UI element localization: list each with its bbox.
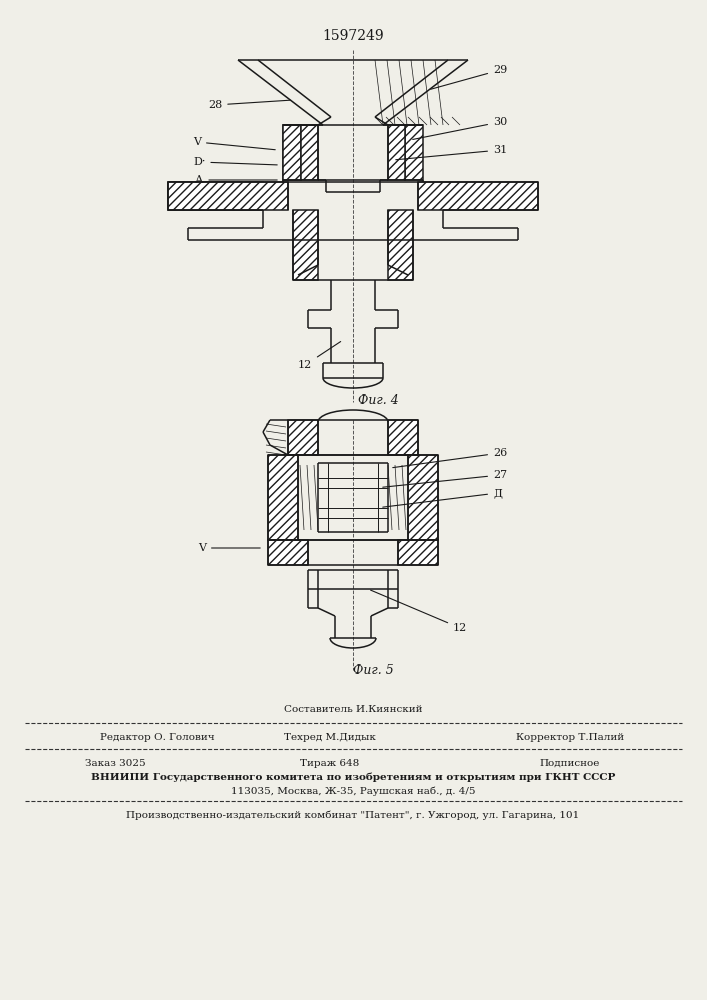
Bar bbox=[388, 420, 418, 455]
Text: Составитель И.Киянский: Составитель И.Киянский bbox=[284, 706, 422, 714]
Bar bbox=[405, 125, 423, 180]
Text: 12: 12 bbox=[298, 342, 341, 370]
Text: V: V bbox=[193, 137, 275, 150]
Bar bbox=[293, 210, 318, 280]
Text: 113035, Москва, Ж-35, Раушская наб., д. 4/5: 113035, Москва, Ж-35, Раушская наб., д. … bbox=[230, 786, 475, 796]
Bar bbox=[388, 210, 413, 280]
Text: Д: Д bbox=[382, 488, 502, 507]
Bar bbox=[268, 455, 298, 540]
Text: V: V bbox=[198, 543, 260, 553]
Text: Тираж 648: Тираж 648 bbox=[300, 758, 360, 768]
Text: 28: 28 bbox=[208, 100, 291, 110]
Text: Фиг. 5: Фиг. 5 bbox=[353, 664, 393, 676]
Bar bbox=[168, 182, 288, 210]
Text: 30: 30 bbox=[413, 117, 507, 139]
Bar bbox=[398, 540, 438, 565]
Bar bbox=[408, 455, 438, 540]
Text: Редактор О. Голович: Редактор О. Голович bbox=[100, 732, 215, 742]
Bar bbox=[268, 540, 308, 565]
Text: 27: 27 bbox=[382, 470, 507, 487]
Text: ВНИИПИ Государственного комитета по изобретениям и открытиям при ГКНТ СССР: ВНИИПИ Государственного комитета по изоб… bbox=[90, 772, 615, 782]
Text: 12: 12 bbox=[370, 590, 467, 633]
Bar bbox=[388, 125, 405, 180]
Bar bbox=[301, 125, 318, 180]
Text: Производственно-издательский комбинат "Патент", г. Ужгород, ул. Гагарина, 101: Производственно-издательский комбинат "П… bbox=[127, 810, 580, 820]
Bar bbox=[168, 182, 263, 210]
Text: 26: 26 bbox=[393, 448, 507, 468]
Text: Заказ 3025: Заказ 3025 bbox=[85, 758, 146, 768]
Text: D·: D· bbox=[193, 157, 277, 167]
Text: Фиг. 4: Фиг. 4 bbox=[358, 393, 398, 406]
Text: Корректор Т.Палий: Корректор Т.Палий bbox=[516, 732, 624, 742]
Text: А: А bbox=[195, 175, 277, 185]
Text: 1597249: 1597249 bbox=[322, 29, 384, 43]
Text: Техред М.Дидык: Техред М.Дидык bbox=[284, 732, 376, 742]
Bar bbox=[418, 182, 538, 210]
Text: 29: 29 bbox=[431, 65, 507, 89]
Bar bbox=[283, 125, 301, 180]
Bar bbox=[283, 125, 301, 180]
Bar bbox=[288, 420, 318, 455]
Text: 31: 31 bbox=[396, 145, 507, 160]
Text: Подписное: Подписное bbox=[540, 758, 600, 768]
